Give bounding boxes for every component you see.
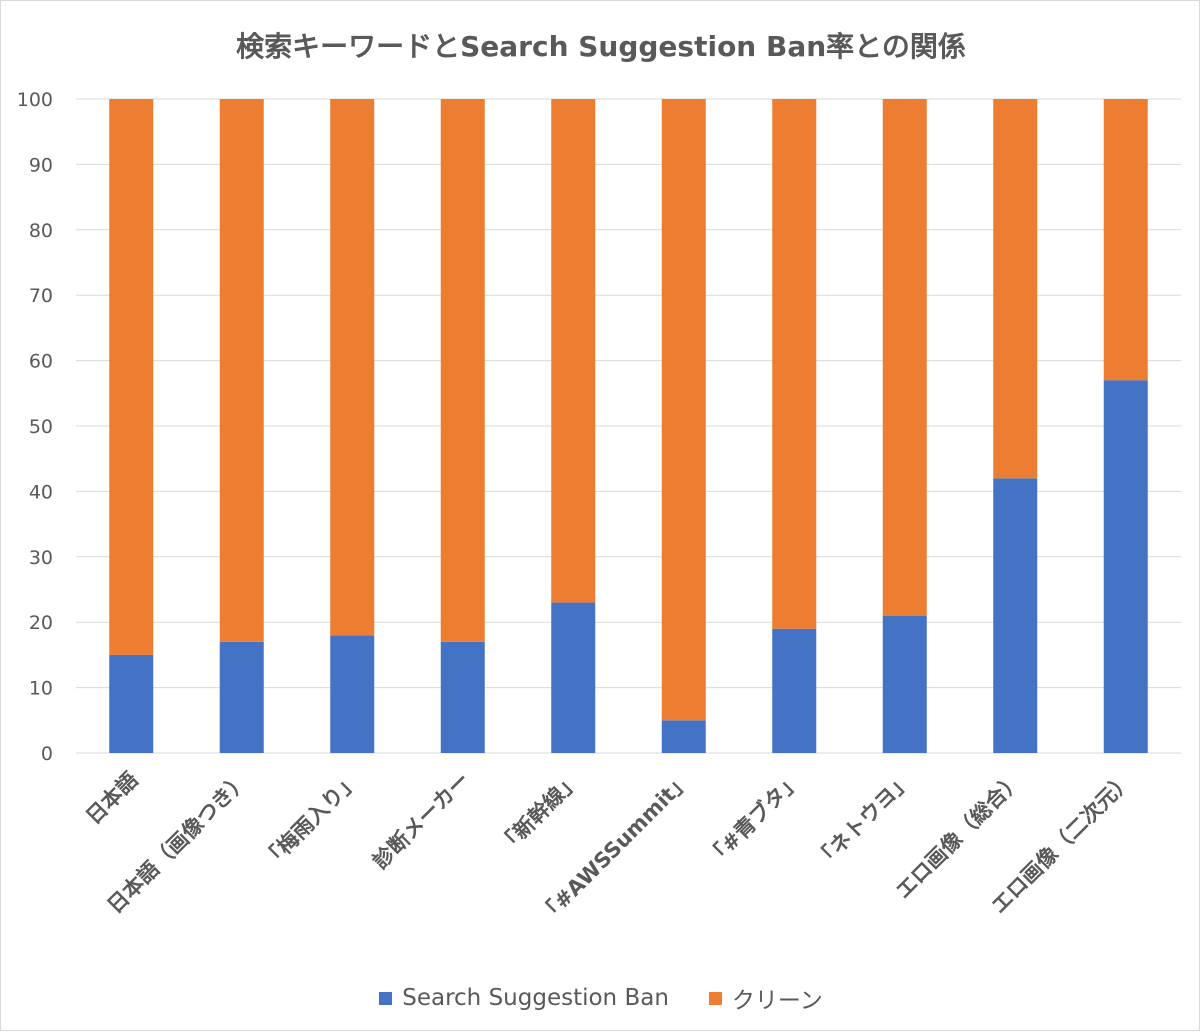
bar-clean-1 [219,99,264,642]
y-tick-label: 80 [29,220,53,242]
x-tick-label: 「新幹線」 [494,768,585,859]
y-tick-label: 70 [29,285,53,307]
legend-label-clean: クリーン [731,988,823,1014]
bar-ban-7 [882,615,927,753]
bar-clean-6 [772,99,817,629]
bar-ban-1 [219,641,264,753]
bar-clean-5 [661,99,706,721]
y-tick-label: 60 [29,351,53,373]
x-tick-label: 「梅雨入り」 [258,768,364,874]
bar-clean-9 [1103,99,1148,381]
bar-clean-4 [551,99,596,603]
bar-clean-7 [882,99,927,616]
bar-clean-2 [330,99,375,636]
bar-ban-3 [440,641,485,753]
y-tick-label: 90 [29,154,53,176]
bar-clean-8 [993,99,1038,479]
bar-ban-0 [109,654,154,753]
legend-swatch-clean [708,991,722,1005]
legend-item-clean: クリーン [708,981,823,1015]
x-tick-label: 診断メーカー [368,768,474,874]
y-tick-label: 0 [41,743,53,765]
bar-clean-3 [440,99,485,642]
y-tick-label: 100 [17,89,53,111]
bar-ban-9 [1103,380,1148,753]
y-tick-label: 20 [29,612,53,634]
legend-item-search-suggestion-ban: Search Suggestion Ban [379,985,669,1011]
x-tick-label: 「#青ブタ」 [702,768,806,872]
bar-ban-8 [993,478,1038,753]
x-tick-label: 日本語 [81,768,143,830]
bar-ban-2 [330,635,375,753]
chart-legend: Search Suggestion Ban クリーン [1,981,1200,1015]
y-tick-label: 10 [29,678,53,700]
legend-label-search-suggestion-ban: Search Suggestion Ban [402,985,669,1011]
bar-ban-5 [661,720,706,753]
chart-title: 検索キーワードとSearch Suggestion Ban率との関係 [236,30,966,63]
bar-ban-6 [772,628,817,753]
legend-swatch-search-suggestion-ban [379,991,393,1005]
bar-ban-4 [551,602,596,753]
bar-clean-0 [109,99,154,655]
x-tick-label: 「ネトウヨ」 [810,768,916,874]
y-tick-label: 30 [29,547,53,569]
y-tick-label: 50 [29,416,53,438]
y-tick-label: 40 [29,481,53,503]
